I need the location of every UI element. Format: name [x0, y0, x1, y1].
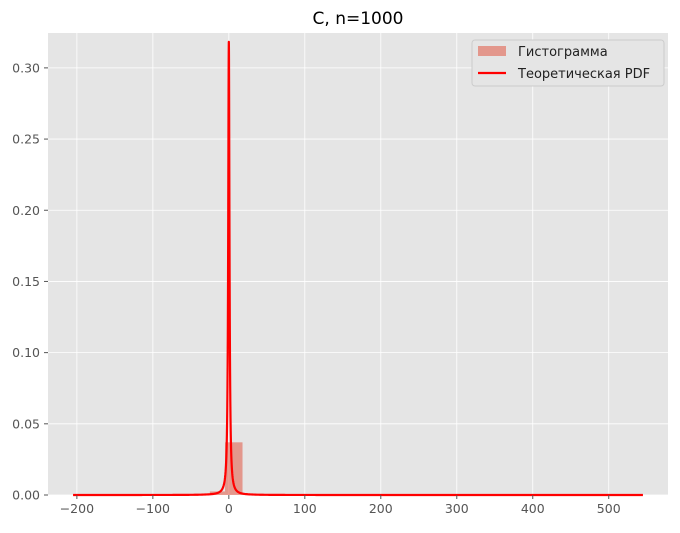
legend-pdf-label: Теоретическая PDF — [517, 67, 650, 82]
x-tick-label: 400 — [521, 501, 545, 516]
x-tick-label: 500 — [597, 501, 621, 516]
x-tick-label: −100 — [136, 501, 170, 516]
legend-histogram-label: Гистограмма — [518, 45, 608, 60]
y-tick-label: 0.05 — [12, 416, 40, 431]
legend: Гистограмма Теоретическая PDF — [472, 40, 664, 86]
y-tick-label: 0.30 — [12, 60, 40, 75]
x-tick-label: 0 — [225, 501, 233, 516]
y-tick-label: 0.00 — [12, 488, 40, 503]
y-tick-label: 0.10 — [12, 345, 40, 360]
y-tick-label: 0.15 — [12, 274, 40, 289]
chart-title: C, n=1000 — [313, 9, 404, 29]
x-tick-label: 100 — [293, 501, 317, 516]
x-tick-label: −200 — [60, 501, 94, 516]
plot-area — [48, 33, 668, 495]
y-tick-label: 0.20 — [12, 203, 40, 218]
legend-histogram-swatch — [478, 46, 506, 56]
x-tick-label: 200 — [369, 501, 393, 516]
x-tick-label: 300 — [445, 501, 469, 516]
y-tick-label: 0.25 — [12, 132, 40, 147]
